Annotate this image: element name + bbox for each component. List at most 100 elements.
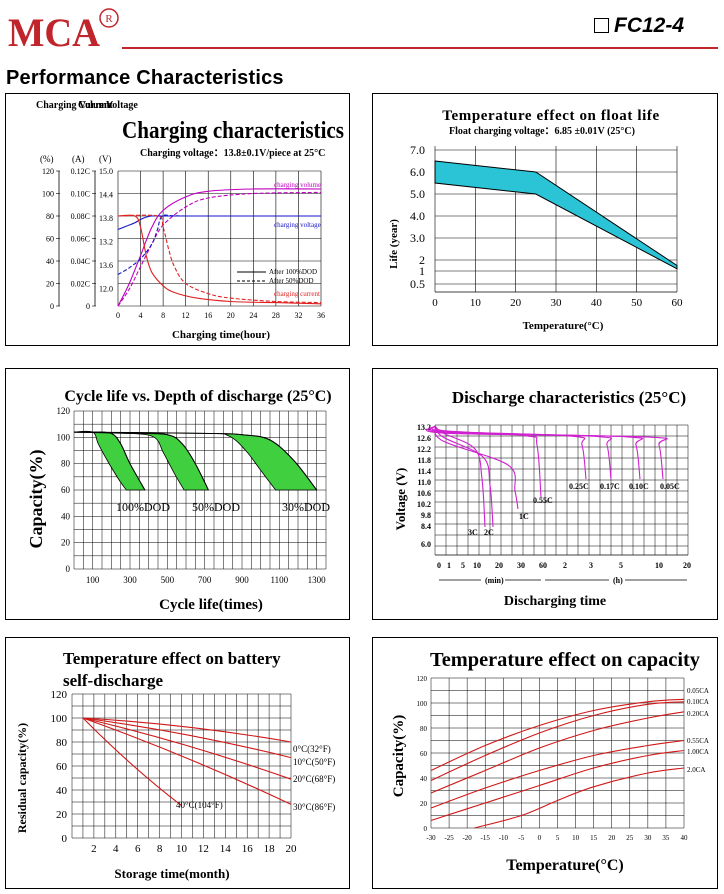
x-tick-label: 16 <box>204 311 212 320</box>
x-tick-label: 6 <box>135 843 141 855</box>
x-tick-label: 1 <box>447 561 451 570</box>
chart-title: Charging characteristics <box>122 118 344 144</box>
band-label-30: 30%DOD <box>282 500 330 514</box>
x-tick-label: 30 <box>644 834 652 842</box>
series-label: 40°C(104°F) <box>176 800 223 810</box>
series-line-1.00CA <box>430 749 685 822</box>
x-tick-label: 100 <box>86 575 100 585</box>
x-tick-label: -15 <box>481 834 491 842</box>
y-tick-label: 20 <box>420 800 428 808</box>
dod-band-50%DOD <box>73 431 210 491</box>
x-tick-label: 20 <box>510 297 522 309</box>
axis-header-current: Current <box>78 100 113 111</box>
series-label: 0.05CA <box>687 687 709 695</box>
dod-band-100%DOD <box>73 430 146 491</box>
x-tick-label: 10 <box>655 561 663 570</box>
volume-tick-label: 20 <box>46 280 54 289</box>
legend-100: After 100%DOD <box>269 268 317 276</box>
x-tick-label: 20 <box>683 561 691 570</box>
series-lines <box>117 188 322 307</box>
dod-band-edge <box>73 431 318 491</box>
y-tick-label: 60 <box>56 761 68 773</box>
discharge-curve-0.05C <box>426 425 668 480</box>
chart-title-line1: Temperature effect on battery <box>63 649 281 668</box>
discharge-curve-0.55C <box>434 425 542 498</box>
series-label: 10°C(50°F) <box>293 757 335 767</box>
x-tick-label: 30 <box>517 561 525 570</box>
y-tick-label: 2 <box>419 253 425 267</box>
x-tick-label: 30 <box>551 297 563 309</box>
series-line-2 <box>82 717 292 780</box>
voltage-tick-label: 13.8 <box>99 214 113 223</box>
checkbox-icon <box>594 18 609 33</box>
series-label: 0.20CA <box>687 710 709 718</box>
y-tick-label: 11.4 <box>417 467 431 476</box>
y-tick-label: 3.0 <box>410 231 425 245</box>
y-tick-label: 40 <box>56 785 68 797</box>
x-tick-label: -30 <box>426 834 436 842</box>
chart-subtitle: Float charging voltage：6.85 ±0.01V (25°C… <box>449 126 635 137</box>
chart-float-life: Temperature effect on float life Float c… <box>388 108 683 332</box>
series-line-0.10CA <box>430 701 685 781</box>
current-tick-label: 0.08C <box>71 212 90 221</box>
rate-label-0.17C: 0.17C <box>600 482 620 491</box>
unit-volume: (%) <box>40 154 54 164</box>
x-tick-label: 5 <box>461 561 465 570</box>
y-tick-label: 80 <box>61 459 71 469</box>
y-tick-label: 5.0 <box>410 187 425 201</box>
y-tick-label: 0.5 <box>410 277 425 291</box>
chart-panel-temp-capacity: Temperature effect on capacity -30 -25 -20… <box>372 637 718 889</box>
x-tick-label: 36 <box>317 311 325 320</box>
discharge-curve-1C <box>434 425 519 510</box>
brand-logo: MCA R <box>8 8 119 52</box>
series-label-volume: charging volume <box>274 181 321 189</box>
y-tick-label: 0 <box>62 833 68 845</box>
registered-mark <box>99 8 119 28</box>
tick-labels: 0 4 8 12 16 20 24 28 32 36 120 100 80 60 40 20 0 0.12C 0.1… <box>42 167 325 320</box>
x-tick-label: 10 <box>473 561 481 570</box>
chart-panel-self-discharge: Temperature effect on battery self-disch… <box>5 637 350 889</box>
series-label: 0.55CA <box>687 737 709 745</box>
y-tick-label: 20 <box>61 538 71 548</box>
x-tick-label: 1300 <box>308 575 327 585</box>
y-tick-label: 100 <box>57 432 71 442</box>
model-label: FC12-4 <box>614 14 685 37</box>
y-tick-label: 80 <box>420 725 428 733</box>
voltage-tick-label: 13.2 <box>99 238 113 247</box>
x-tick-label: 0 <box>116 311 120 320</box>
y-tick-label: 11.8 <box>417 456 431 465</box>
x-tick-label: 4 <box>113 843 119 855</box>
series-label: 1.00CA <box>687 748 709 756</box>
x-tick-label: 40 <box>591 297 603 309</box>
x-tick-label: 300 <box>123 575 137 585</box>
x-axis-label: Charging time(hour) <box>172 329 270 341</box>
rate-label-1C: 1C <box>519 512 529 521</box>
chart-title: Discharge characteristics (25°C) <box>452 388 686 407</box>
y-tick-label: 7.0 <box>410 143 425 157</box>
series-line-2.0CA <box>474 767 685 829</box>
x-tick-label: 50 <box>631 297 643 309</box>
y-axis-label: Residual capacity(%) <box>15 723 29 833</box>
voltage-tick-label: 15.0 <box>99 167 113 176</box>
y-tick-label: 10.2 <box>417 500 431 509</box>
y-tick-label: 120 <box>417 675 428 683</box>
voltage-tick-label: 12.0 <box>99 285 113 294</box>
volume-tick-label: 60 <box>46 235 54 244</box>
rate-label-2C: 2C <box>484 528 494 537</box>
series-line-charging-current <box>117 214 322 304</box>
y-tick-label: 6.0 <box>421 540 431 549</box>
x-unit-h: (h) <box>613 576 623 585</box>
unit-current: (A) <box>72 154 85 164</box>
chart-panel-charging: Charging Volume Current Voltage Charging… <box>5 93 350 346</box>
volume-tick-label: 120 <box>42 167 54 176</box>
life-band <box>434 160 678 270</box>
rate-label-0.55C: 0.55C <box>533 496 553 505</box>
x-tick-label: 8 <box>157 843 163 855</box>
series-line-charging-current <box>117 214 322 305</box>
tick-labels: 13.2 12.6 12.2 11.8 11.4 11.0 10.6 10.2 9.8 8.4 6.… <box>417 423 691 570</box>
x-tick-label: 16 <box>242 843 254 855</box>
chart-panel-float-life: Temperature effect on float life Float c… <box>372 93 718 346</box>
y-axis-label: Capacity(%) <box>26 450 47 549</box>
x-tick-label: 40 <box>681 834 689 842</box>
y-tick-label: 11.0 <box>417 478 431 487</box>
